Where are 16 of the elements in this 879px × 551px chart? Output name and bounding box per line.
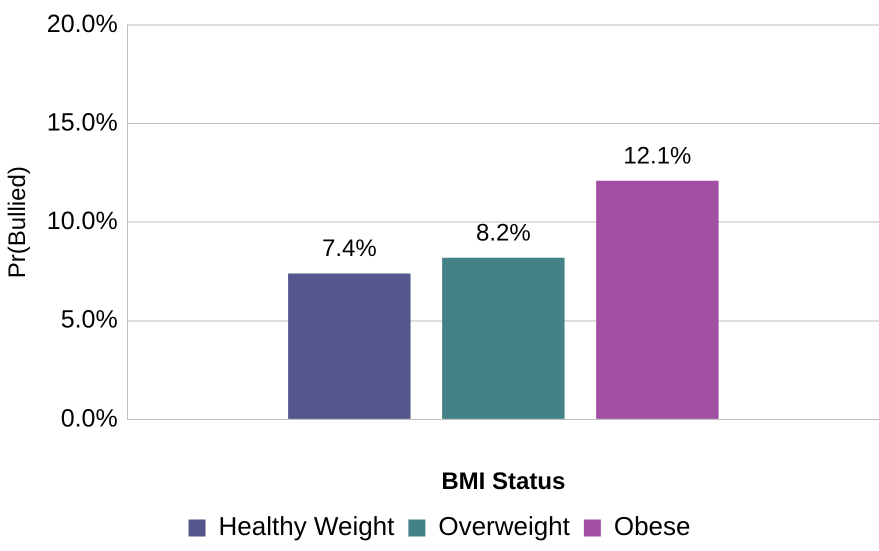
legend-label: Overweight: [438, 511, 571, 542]
data-label: 12.1%: [623, 142, 692, 170]
bar: [596, 180, 719, 419]
legend-label: Healthy Weight: [218, 511, 396, 542]
bar: [288, 273, 411, 419]
x-axis-title: BMI Status: [441, 468, 566, 496]
y-tick-label: 15.0%: [46, 108, 118, 136]
legend-label: Obese: [614, 511, 690, 542]
y-tick-label: 10.0%: [46, 207, 118, 236]
y-tick-label: 0.0%: [60, 404, 118, 432]
bar: [442, 258, 565, 419]
data-label: 8.2%: [476, 219, 531, 246]
y-tick-label: 20.0%: [46, 10, 118, 38]
data-label: 7.4%: [322, 235, 377, 262]
y-tick-label: 5.0%: [60, 306, 118, 334]
y-axis-title: Pr(Bullied): [4, 166, 32, 278]
